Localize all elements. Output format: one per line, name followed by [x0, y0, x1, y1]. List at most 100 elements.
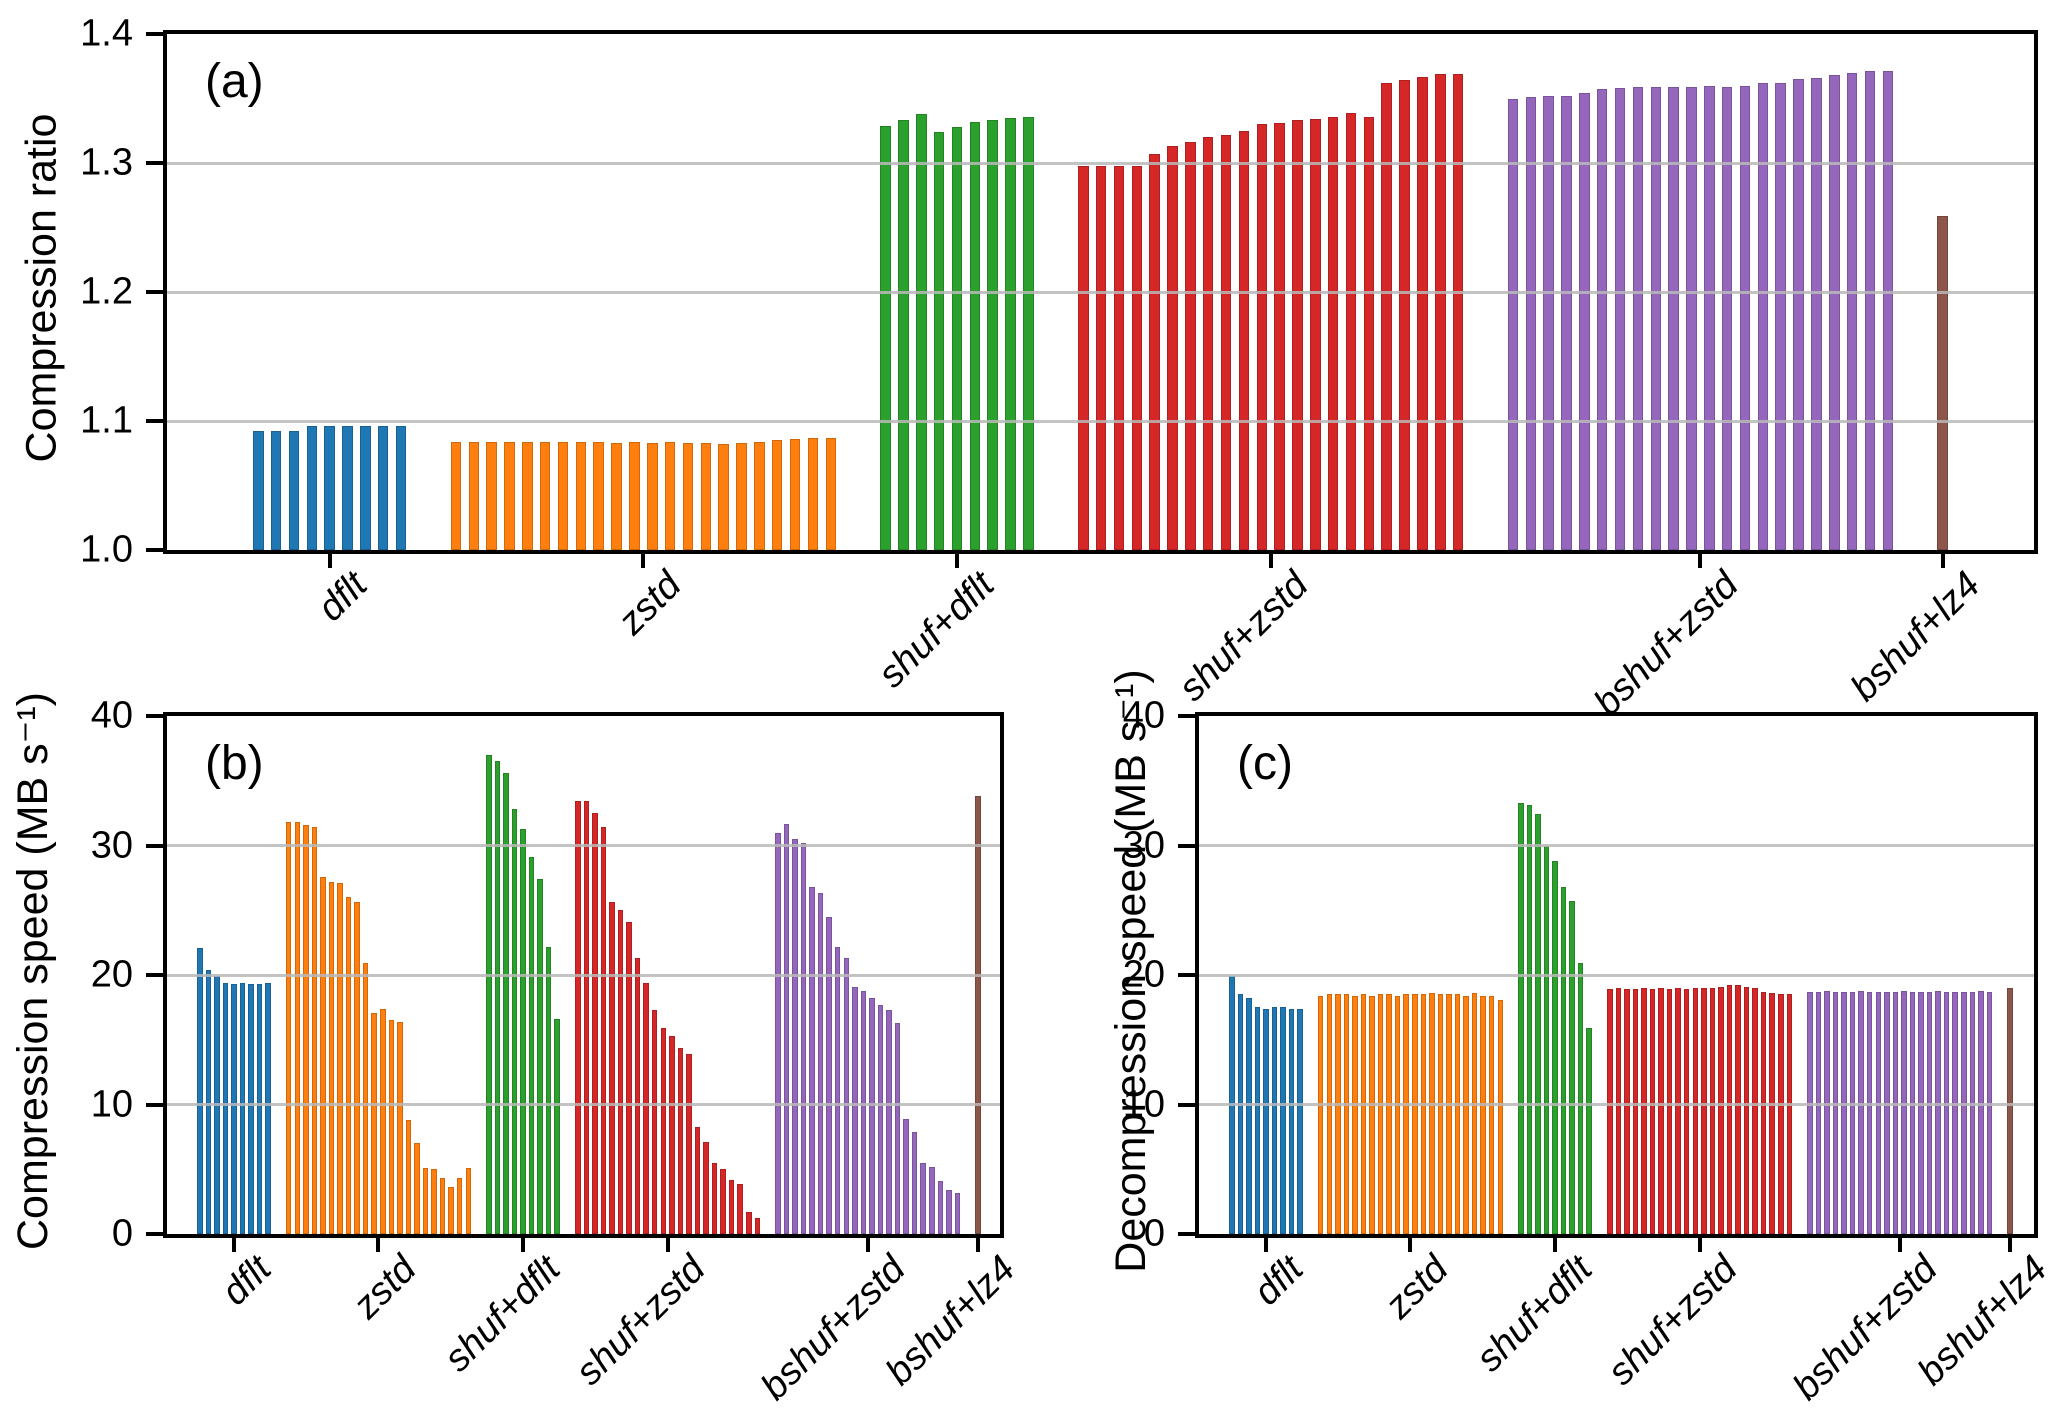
bar-zstd-10 [362, 963, 369, 1234]
bar-zstd-5 [1352, 995, 1358, 1234]
x-tick-mark [865, 1238, 870, 1252]
bar-zstd-18 [1463, 995, 1469, 1234]
bar-zstd-4 [311, 827, 318, 1234]
bar-zstd-16 [1446, 994, 1452, 1234]
bar-shuf-dflt-5 [951, 126, 963, 550]
bar-bshuf-zstd-22 [1986, 991, 1993, 1234]
x-tick-mark [641, 554, 646, 568]
bar-dflt-2 [205, 969, 212, 1234]
bar-bshuf-zstd-4 [1561, 95, 1572, 550]
bar-shuf-dflt-7 [1569, 901, 1575, 1234]
bar-zstd-2 [294, 822, 300, 1234]
bar-shuf-zstd-14 [686, 1054, 692, 1234]
bar-shuf-zstd-11 [1692, 987, 1698, 1234]
x-tick-label-bshuf-zstd: bshuf+zstd [1585, 564, 1747, 725]
bar-shuf-zstd-2 [1615, 987, 1622, 1234]
bar-zstd-6 [539, 441, 551, 550]
bar-zstd-7 [557, 441, 569, 550]
bar-bshuf-zstd-10 [1668, 86, 1679, 550]
bar-shuf-dflt-3 [916, 113, 927, 550]
bar-shuf-zstd-14 [1718, 986, 1724, 1234]
bar-bshuf-zstd-19 [1961, 991, 1967, 1234]
bar-shuf-zstd-17 [1363, 116, 1375, 550]
bar-bshuf-zstd-12 [1704, 85, 1715, 550]
gridline [167, 290, 2034, 294]
bar-zstd-20 [1480, 995, 1486, 1234]
y-tick-mark [146, 548, 163, 552]
y-tick-mark [146, 290, 163, 294]
bar-bshuf-zstd-15 [1757, 83, 1769, 550]
x-tick-label-dflt: dflt [1246, 1248, 1312, 1314]
bar-bshuf-zstd-14 [1739, 85, 1751, 550]
bar-zstd-20 [789, 439, 801, 550]
x-tick-mark [1263, 1238, 1268, 1252]
bar-zstd-7 [337, 883, 343, 1234]
bar-bshuf-zstd-8 [834, 946, 841, 1234]
bar-shuf-zstd-2 [583, 801, 590, 1234]
bar-zstd-3 [1335, 994, 1341, 1234]
bar-zstd-4 [1343, 994, 1350, 1234]
bar-zstd-17 [1454, 994, 1461, 1234]
bar-shuf-zstd-15 [1327, 116, 1339, 550]
bar-shuf-zstd-13 [1709, 987, 1716, 1234]
bar-bshuf-zstd-22 [1882, 71, 1894, 550]
bar-bshuf-zstd-5 [809, 886, 815, 1234]
bar-zstd-9 [593, 441, 604, 550]
gridline [167, 1103, 1000, 1106]
bar-zstd-11 [371, 1012, 377, 1234]
gridline [167, 161, 2034, 165]
bar-zstd-16 [414, 1143, 420, 1234]
bar-shuf-zstd-16 [703, 1142, 709, 1234]
bar-bshuf-zstd-6 [817, 893, 824, 1234]
bar-zstd-11 [1403, 994, 1409, 1234]
bar-bshuf-zstd-16 [1775, 83, 1786, 550]
bar-zstd-9 [354, 902, 360, 1234]
bar-shuf-zstd-13 [677, 1047, 684, 1234]
bar-shuf-dflt-3 [1535, 814, 1541, 1234]
x-tick-label-dflt: dflt [309, 564, 376, 630]
bar-shuf-dflt-6 [969, 121, 981, 550]
bar-shuf-zstd-8 [1202, 137, 1214, 550]
bar-bshuf-zstd-11 [1892, 991, 1899, 1234]
y-tick-label: 1.2 [80, 270, 133, 313]
bar-zstd-22 [465, 1167, 471, 1234]
bar-shuf-dflt-6 [528, 857, 535, 1234]
bar-zstd-1 [1317, 995, 1324, 1234]
y-tick-mark [1178, 973, 1195, 977]
bar-bshuf-zstd-5 [1579, 93, 1590, 550]
bar-bshuf-zstd-9 [1650, 86, 1661, 550]
bar-shuf-zstd-5 [1149, 153, 1160, 550]
bar-bshuf-zstd-19 [929, 1166, 935, 1234]
bar-shuf-zstd-12 [1701, 987, 1707, 1234]
panel-letter-a: (a) [205, 55, 264, 108]
bar-zstd-18 [754, 441, 765, 550]
bar-dflt-4 [222, 982, 229, 1234]
x-tick-mark [2007, 1238, 2012, 1252]
bar-shuf-zstd-17 [711, 1162, 718, 1234]
bar-dflt-9 [1297, 1008, 1303, 1234]
bar-shuf-zstd-3 [1624, 989, 1630, 1234]
bar-bshuf-zstd-21 [1864, 71, 1876, 550]
y-tick-label: 1.4 [80, 12, 133, 55]
bar-bshuf-zstd-15 [894, 1022, 901, 1234]
bar-shuf-dflt-2 [1526, 805, 1533, 1234]
bar-shuf-zstd-20 [1769, 993, 1775, 1234]
x-tick-label-shuf-zstd: shuf+zstd [567, 1248, 714, 1394]
bar-shuf-zstd-20 [1417, 76, 1428, 550]
y-tick-label: 20 [90, 953, 133, 996]
bar-shuf-dflt-5 [520, 828, 526, 1234]
bar-shuf-zstd-8 [634, 958, 641, 1234]
bar-shuf-zstd-9 [1675, 987, 1681, 1234]
bar-zstd-1 [285, 822, 292, 1234]
bar-zstd-20 [448, 1187, 454, 1234]
y-tick-label: 20 [1122, 953, 1165, 996]
bar-dflt-1 [197, 947, 203, 1234]
bar-shuf-dflt-8 [545, 946, 552, 1234]
bar-bshuf-zstd-9 [843, 958, 849, 1234]
bar-dflt-8 [256, 984, 263, 1234]
bar-bshuf-zstd-6 [1596, 89, 1608, 550]
x-tick-label-shuf-zstd: shuf+zstd [1170, 564, 1317, 710]
panel-letter-b: (b) [205, 737, 264, 790]
bar-shuf-dflt-6 [1560, 886, 1567, 1234]
bar-shuf-zstd-15 [1726, 985, 1733, 1234]
